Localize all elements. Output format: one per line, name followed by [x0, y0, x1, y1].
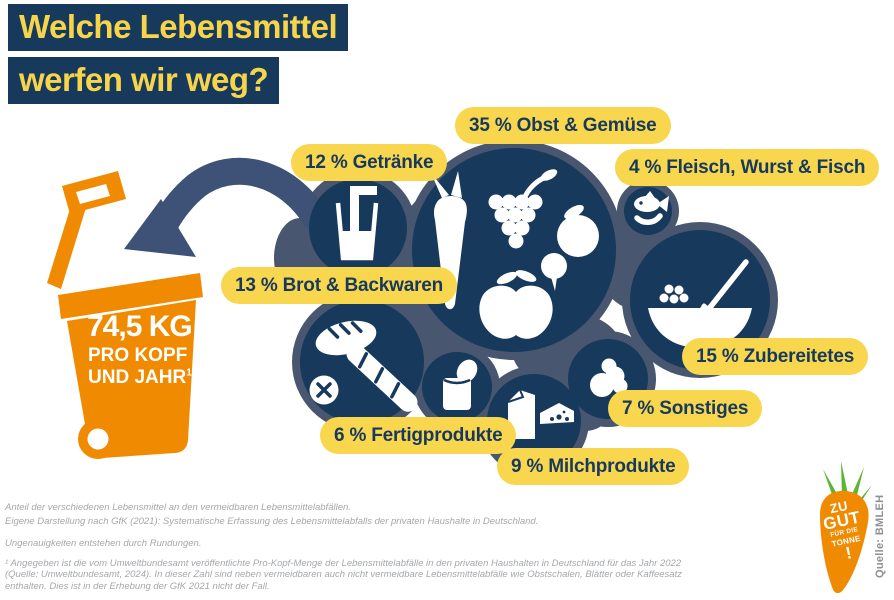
bubble-obst-gemuese	[412, 148, 616, 352]
pear-icon	[557, 205, 599, 257]
carrot-body	[820, 490, 869, 594]
drink-glass-icon	[335, 186, 379, 261]
bin-amount-label: 74,5 KG	[87, 310, 193, 343]
page-title-line2: werfen wir weg?	[8, 57, 280, 104]
footnote-1: ¹ Angegeben ist die vom Umweltbundesamt …	[5, 558, 682, 592]
bin-per-year-label: UND JAHR1	[88, 367, 192, 388]
fish-sausage-icon	[634, 191, 669, 225]
footnote-marker: 1	[186, 367, 192, 379]
zu-gut-fuer-die-tonne-logo	[820, 461, 872, 594]
page-title-line1: Welche Lebensmittel	[8, 4, 349, 51]
dairy-icons	[507, 389, 574, 439]
bread-roll-icon	[309, 375, 339, 405]
grapes-icon	[488, 169, 558, 249]
footnote-line: enthalten. Dies ist in der Erhebung der …	[5, 580, 270, 592]
apple-icon	[479, 270, 553, 339]
bread-icons	[309, 320, 418, 412]
label-fertigprodukte: 6 % Fertigprodukte	[320, 417, 517, 454]
milk-carton-icon	[507, 389, 535, 439]
footnote-line: Anteil der verschiedenen Lebensmittel an…	[5, 502, 351, 513]
fruits-vegetables-icons	[431, 169, 599, 339]
label-obst-gemuese: 35 % Obst & Gemüse	[455, 107, 671, 144]
footnote-source: Anteil der verschiedenen Lebensmittel an…	[5, 501, 538, 529]
cheese-icon	[540, 403, 574, 424]
turnip-icon	[541, 253, 567, 291]
fork-icon	[694, 303, 716, 325]
baguette-icon	[346, 344, 418, 412]
label-sonstiges: 7 % Sonstiges	[608, 390, 763, 427]
logo-text: ZU GUT FÜR DIE TONNE !	[810, 496, 877, 566]
label-zubereitetes: 15 % Zubereitetes	[682, 338, 869, 375]
trash-bin-icon	[47, 171, 203, 459]
bin-body	[67, 300, 196, 459]
label-brot-backwaren: 13 % Brot & Backwaren	[221, 267, 458, 304]
footnote-line: ¹ Angegeben ist die vom Umweltbundesamt …	[5, 558, 682, 569]
footnote-line: (Quelle: Umweltbundesamt, 2024). In dies…	[5, 569, 682, 581]
arrow-to-bin-icon	[124, 157, 330, 257]
label-milchprodukte: 9 % Milchprodukte	[497, 448, 690, 485]
label-getraenke: 12 % Getränke	[291, 144, 448, 181]
tin-can-icon	[443, 359, 478, 410]
footnote-rounding: Ungenauigkeiten entstehen durch Rundunge…	[5, 537, 202, 551]
footnote-line: Ungenauigkeiten entstehen durch Rundunge…	[5, 538, 202, 549]
potatoes-icon	[590, 358, 628, 397]
bin-lid-arm	[47, 196, 88, 289]
bin-rim	[58, 273, 203, 319]
source-credit: Quelle: BMLEH	[874, 494, 886, 578]
bin-per-capita-label: PRO KOPF	[88, 345, 188, 366]
footnote-line: Eigene Darstellung nach GfK (2021): Syst…	[5, 516, 539, 527]
label-fleisch-wurst-fisch: 4 % Fleisch, Wurst & Fisch	[615, 149, 880, 186]
